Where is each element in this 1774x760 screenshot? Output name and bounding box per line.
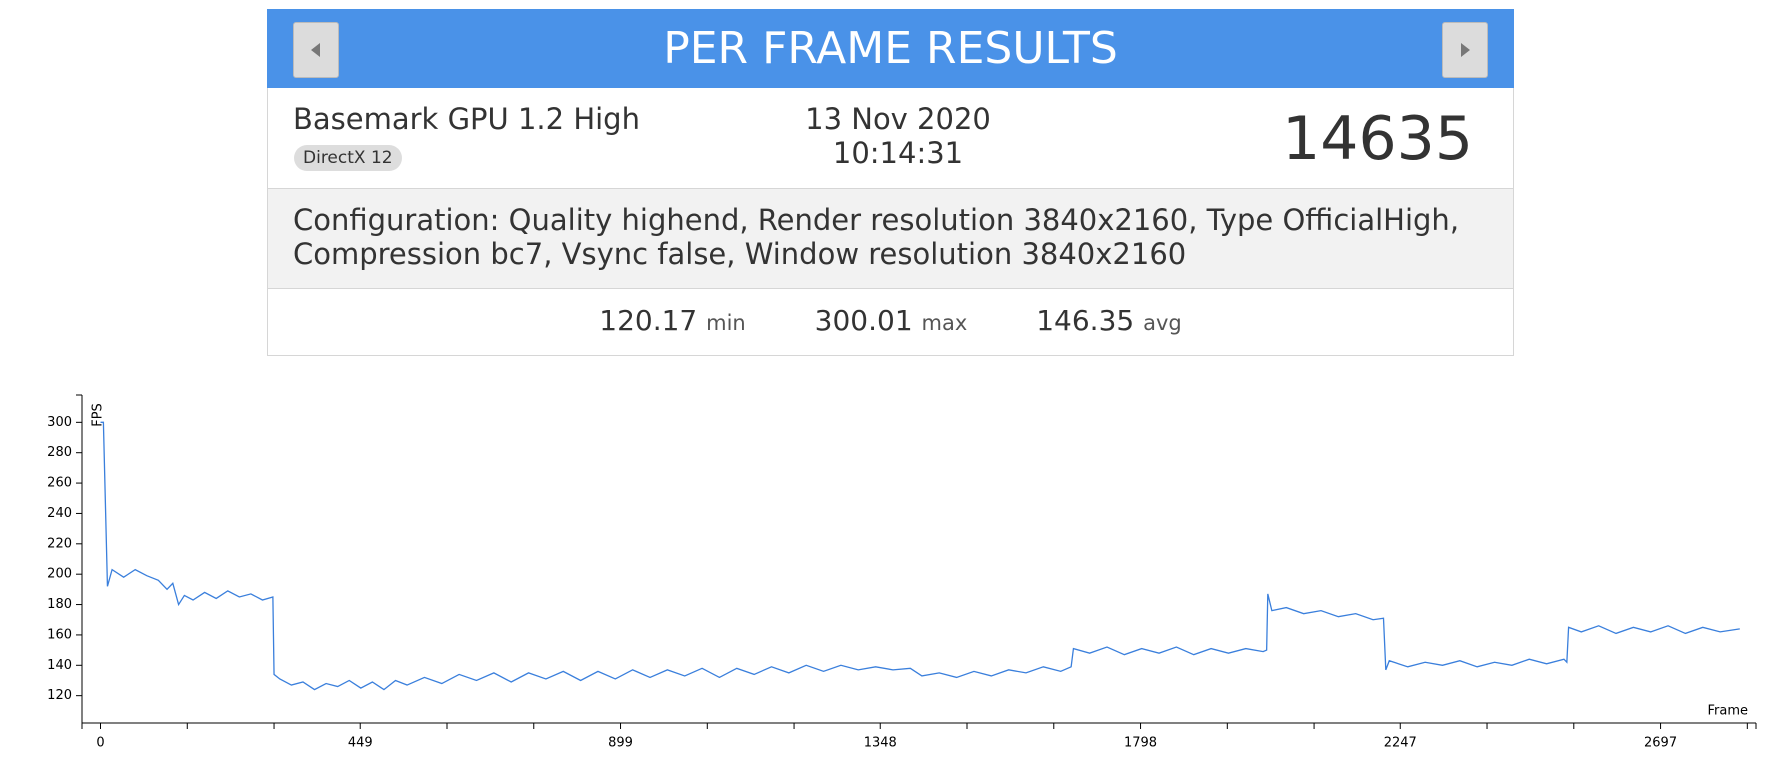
config-row: Configuration: Quality highend, Render r… (267, 189, 1514, 289)
x-axis-label: Frame (1707, 704, 1748, 719)
header-bar: PER FRAME RESULTS (267, 9, 1514, 88)
info-row: Basemark GPU 1.2 High DirectX 12 13 Nov … (267, 88, 1514, 189)
title: PER FRAME RESULTS (663, 23, 1118, 74)
y-tick-label: 160 (47, 627, 72, 642)
y-tick-label: 220 (47, 536, 72, 551)
stat: 146.35 avg (1036, 304, 1182, 337)
stat: 300.01 max (815, 304, 968, 337)
stat: 120.17 min (599, 304, 746, 337)
y-tick-label: 280 (47, 445, 72, 460)
y-tick-label: 240 (47, 506, 72, 521)
fps-line (100, 421, 1740, 691)
x-tick-label: 2247 (1384, 736, 1417, 751)
stat-value: 300.01 (814, 304, 913, 337)
prev-button[interactable] (293, 22, 339, 78)
stat-value: 146.35 (1036, 304, 1135, 337)
x-tick-label: 449 (348, 736, 373, 751)
fps-chart: 120 140 160 180 200 220 240 260 280 300 0 449 899 134… (47, 394, 1757, 751)
y-tick-label: 200 (47, 567, 72, 582)
benchmark-name: Basemark GPU 1.2 High (293, 102, 640, 136)
stat-value: 120.17 (599, 304, 698, 337)
y-tick-label: 180 (47, 597, 72, 612)
stat-label: min (706, 311, 746, 335)
x-tick-label: 2697 (1644, 736, 1677, 751)
date: 13 Nov 2020 (805, 102, 991, 136)
next-button[interactable] (1442, 22, 1488, 78)
y-tick-label: 260 (47, 476, 72, 491)
score: 14635 (1282, 104, 1473, 174)
results-card: PER FRAME RESULTS Basemark GPU 1.2 High … (267, 9, 1514, 356)
api-badge: DirectX 12 (294, 145, 402, 171)
x-tick-label: 899 (608, 736, 633, 751)
y-tick-label: 300 (47, 415, 72, 430)
x-tick-label: 0 (96, 736, 104, 751)
stat-label: max (921, 311, 968, 335)
time: 10:14:31 (832, 136, 964, 170)
y-axis-label: FPS (91, 403, 106, 427)
stats-row: 120.17 min 300.01 max 146.35 avg (267, 289, 1514, 356)
y-tick-label: 120 (47, 688, 72, 703)
y-tick-label: 140 (47, 658, 72, 673)
stat-label: avg (1143, 311, 1182, 335)
x-tick-label: 1348 (864, 736, 897, 751)
datetime: 13 Nov 2020 10:14:31 (748, 102, 1048, 170)
x-tick-label: 1798 (1124, 736, 1157, 751)
